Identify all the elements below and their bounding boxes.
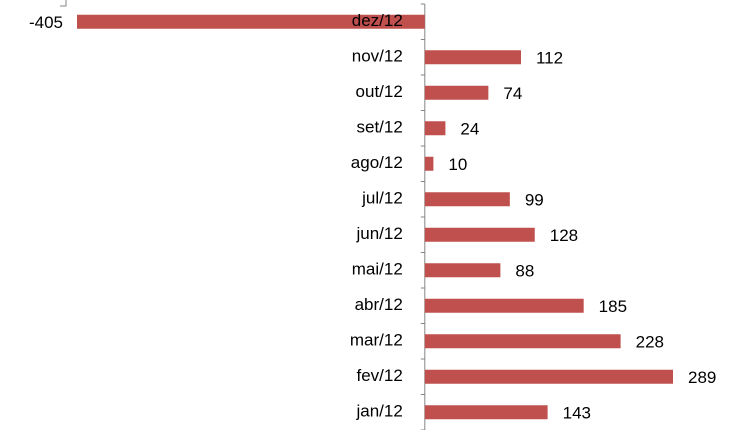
value-label: 228 (636, 333, 664, 352)
frame-corner (60, 0, 67, 7)
bar (77, 14, 425, 29)
value-label: 74 (503, 84, 522, 103)
value-label: 24 (460, 120, 479, 139)
bar (424, 85, 489, 100)
category-label: mar/12 (350, 331, 403, 350)
category-label: jan/12 (355, 402, 402, 421)
value-label: 128 (550, 226, 578, 245)
value-label: 10 (448, 155, 467, 174)
category-label: jun/12 (355, 224, 402, 243)
value-label: 143 (563, 404, 591, 423)
value-label: 88 (515, 262, 534, 281)
category-label: out/12 (356, 82, 403, 101)
bar (424, 192, 510, 207)
category-label: jul/12 (361, 189, 403, 208)
category-label: ago/12 (351, 153, 403, 172)
bar (424, 405, 548, 420)
value-label: 112 (536, 49, 563, 68)
category-label: fev/12 (356, 366, 402, 385)
bar (424, 121, 446, 136)
category-label: abr/12 (355, 295, 403, 314)
bar (424, 298, 584, 313)
category-label: dez/12 (352, 11, 403, 30)
bar (424, 334, 621, 349)
value-label: 185 (599, 297, 627, 316)
bar (424, 369, 673, 384)
category-label: set/12 (356, 118, 402, 137)
bar (424, 227, 535, 242)
bar (424, 50, 521, 65)
category-label: mai/12 (352, 260, 403, 279)
value-label: 99 (525, 191, 544, 210)
value-label: -405 (29, 13, 63, 32)
value-label: 289 (688, 368, 716, 387)
bar (424, 263, 501, 278)
bar (424, 156, 434, 171)
category-label: nov/12 (352, 47, 403, 66)
